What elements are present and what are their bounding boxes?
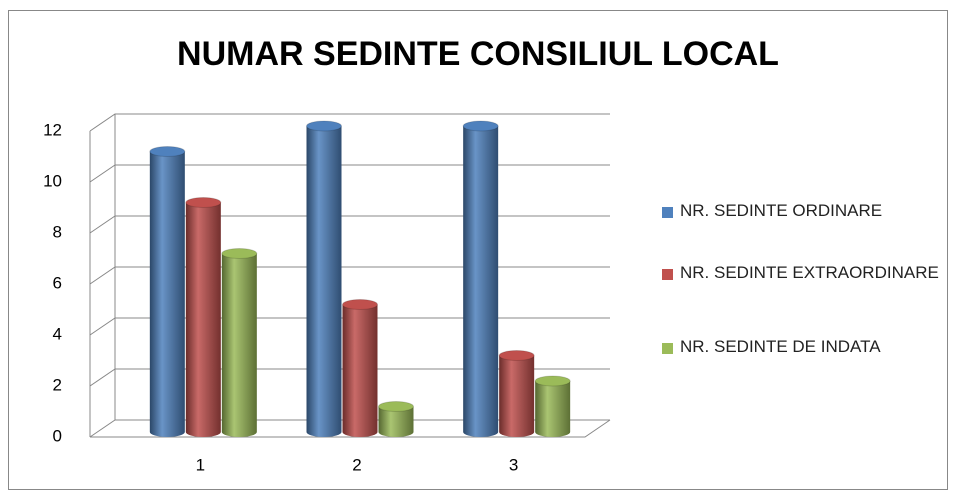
grid-line [89, 419, 610, 438]
bar-body [463, 126, 499, 437]
legend-item: NR. SEDINTE EXTRAORDINARE [662, 263, 939, 286]
legend-label: NR. SEDINTE ORDINARE [680, 201, 883, 220]
bar [221, 248, 258, 437]
y-tick-label: 0 [53, 426, 62, 445]
x-tick-label: 1 [196, 455, 205, 474]
bar-top [498, 350, 535, 361]
y-tick-label: 10 [43, 171, 62, 190]
chart-title: NUMAR SEDINTE CONSILIUL LOCAL [177, 35, 779, 73]
legend-item: NR. SEDINTE ORDINARE [662, 201, 882, 224]
legend-swatch [662, 207, 673, 218]
bar-top [149, 146, 186, 157]
y-tick-label: 8 [53, 222, 62, 241]
bar-body [535, 381, 571, 437]
bar [306, 120, 342, 437]
bar-body [185, 202, 221, 437]
bar-top [342, 299, 378, 310]
bar-top [306, 120, 342, 132]
bar [462, 120, 499, 437]
legend-label: NR. SEDINTE EXTRAORDINARE [680, 263, 939, 282]
bar-top [221, 248, 258, 259]
bar-top [462, 120, 499, 132]
grid-line [89, 215, 610, 234]
grid-line [89, 113, 610, 132]
bar [149, 146, 186, 437]
bar-top [378, 401, 414, 412]
grid-line [89, 317, 610, 336]
bar-body [306, 126, 342, 437]
bar-top [185, 197, 222, 208]
grid-line [89, 164, 610, 183]
legend-swatch [662, 343, 673, 354]
bar-body [221, 253, 257, 437]
bar [378, 401, 414, 437]
bar-body [499, 355, 535, 437]
bar-body [378, 406, 414, 437]
legend-item: NR. SEDINTE DE INDATA [662, 337, 881, 360]
bar-body [149, 151, 185, 437]
bar [185, 197, 222, 437]
y-tick-label: 2 [53, 375, 62, 394]
y-tick-label: 4 [53, 324, 62, 343]
x-tick-label: 2 [352, 455, 361, 474]
grid-line [89, 266, 610, 285]
y-tick-label: 6 [53, 273, 62, 292]
legend-swatch [662, 269, 673, 280]
grid-line [89, 368, 610, 387]
bar [534, 375, 571, 437]
x-tick-label: 3 [509, 455, 518, 474]
y-tick-label: 12 [43, 120, 62, 139]
bar-top [534, 375, 571, 387]
bar [498, 350, 535, 437]
legend-label: NR. SEDINTE DE INDATA [680, 337, 881, 356]
bar-body [342, 304, 378, 437]
floor [90, 419, 611, 438]
bar [342, 299, 378, 437]
